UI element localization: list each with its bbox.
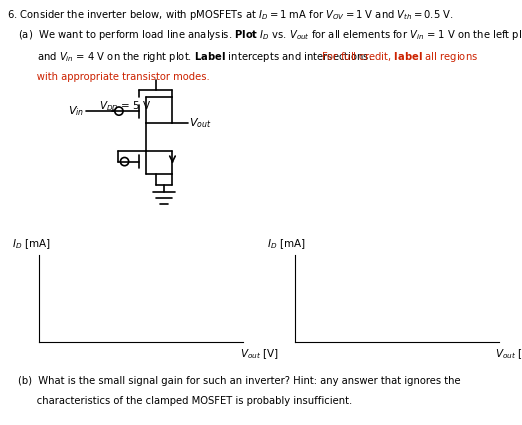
Text: $V_{DD}$ = 5 V: $V_{DD}$ = 5 V xyxy=(99,99,152,113)
Text: $V_{out}$: $V_{out}$ xyxy=(189,116,212,130)
Text: with appropriate transistor modes.: with appropriate transistor modes. xyxy=(18,72,210,82)
Text: $V_{in}$: $V_{in}$ xyxy=(68,104,84,118)
Text: (b)  What is the small signal gain for such an inverter? Hint: any answer that i: (b) What is the small signal gain for su… xyxy=(18,376,461,386)
Text: characteristics of the clamped MOSFET is probably insufficient.: characteristics of the clamped MOSFET is… xyxy=(18,396,352,406)
Y-axis label: $I_D$ [mA]: $I_D$ [mA] xyxy=(267,237,306,251)
Text: For full credit, $\mathbf{label}$ all regions: For full credit, $\mathbf{label}$ all re… xyxy=(321,50,478,64)
Y-axis label: $I_D$ [mA]: $I_D$ [mA] xyxy=(11,237,51,251)
X-axis label: $V_{out}$ [V]: $V_{out}$ [V] xyxy=(240,347,279,361)
Text: and $V_{in}$ = 4 V on the right plot. $\mathbf{Label}$ intercepts and intersecti: and $V_{in}$ = 4 V on the right plot. $\… xyxy=(18,50,374,64)
X-axis label: $V_{out}$ [V]: $V_{out}$ [V] xyxy=(495,347,522,361)
Text: 6. Consider the inverter below, with pMOSFETs at $I_D = 1$ mA for $V_{OV} = 1$ V: 6. Consider the inverter below, with pMO… xyxy=(7,8,453,22)
Text: (a)  We want to perform load line analysis. $\mathbf{Plot}$ $I_D$ vs. $V_{out}$ : (a) We want to perform load line analysi… xyxy=(18,28,522,42)
